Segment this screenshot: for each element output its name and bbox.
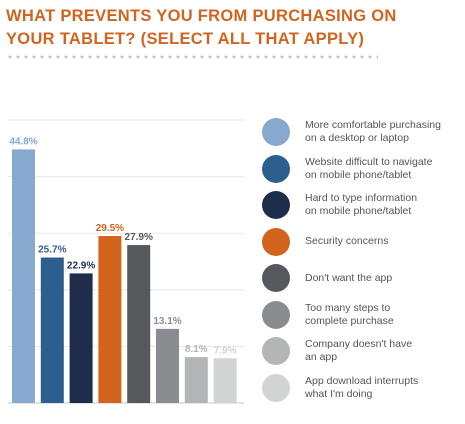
legend-swatch xyxy=(262,300,290,329)
chart-title: WHAT PREVENTS YOU FROM PURCHASING ON YOU… xyxy=(6,7,397,48)
bar-value-label: 7.9% xyxy=(214,345,237,356)
legend-item: More comfortable purchasing on a desktop… xyxy=(262,115,462,149)
legend-item: Too many steps to complete purchase xyxy=(262,298,462,332)
legend-item: Security concerns xyxy=(262,225,462,259)
legend-label: Don't want the app xyxy=(305,271,393,284)
legend-swatch xyxy=(262,227,290,256)
legend-label: Website difficult to navigate on mobile … xyxy=(305,155,433,181)
legend-label: More comfortable purchasing on a desktop… xyxy=(305,119,441,144)
legend-item: Don't want the app xyxy=(262,261,462,295)
bar-8 xyxy=(213,358,237,403)
bar-6 xyxy=(156,328,179,403)
bar-value-label: 22.9% xyxy=(67,260,95,271)
bar-4 xyxy=(98,236,122,403)
bar-value-label: 29.5% xyxy=(96,223,124,234)
bar-7 xyxy=(184,357,208,403)
bar-value-label: 8.1% xyxy=(185,344,208,355)
legend-swatch xyxy=(262,118,290,146)
legend-item: App download interrupts what I'm doing xyxy=(262,371,462,405)
legend-item: Company doesn't have an app xyxy=(262,334,462,368)
bar-value-label: 13.1% xyxy=(153,316,181,327)
legend-label: Too many steps to complete purchase xyxy=(305,301,394,327)
bar-1 xyxy=(12,149,35,403)
legend-item: Hard to type information on mobile phone… xyxy=(262,188,462,222)
legend-label: Hard to type information on mobile phone… xyxy=(305,192,418,217)
legend-swatch xyxy=(262,191,290,219)
legend-label: Security concerns xyxy=(305,235,389,247)
legend-swatch xyxy=(262,154,290,183)
legend-swatch xyxy=(262,373,290,402)
dotted-divider xyxy=(6,55,378,59)
bar-2 xyxy=(40,257,64,403)
legend-label: App download interrupts what I'm doing xyxy=(305,374,419,400)
legend-swatch xyxy=(262,264,290,292)
legend-swatch xyxy=(262,337,290,365)
bar-value-label: 44.8% xyxy=(9,136,37,147)
legend-item: Website difficult to navigate on mobile … xyxy=(262,152,462,186)
bar-5 xyxy=(127,245,151,403)
bar-chart: 44.8% 25.7%22.9% 29.5%27.9% 13.1% 8.1% 7.9% xyxy=(8,119,244,404)
bar-value-label: 27.9% xyxy=(125,232,153,243)
bar-3 xyxy=(69,273,93,403)
bar-value-label: 25.7% xyxy=(38,245,66,256)
legend-label: Company doesn't have an app xyxy=(305,338,413,363)
